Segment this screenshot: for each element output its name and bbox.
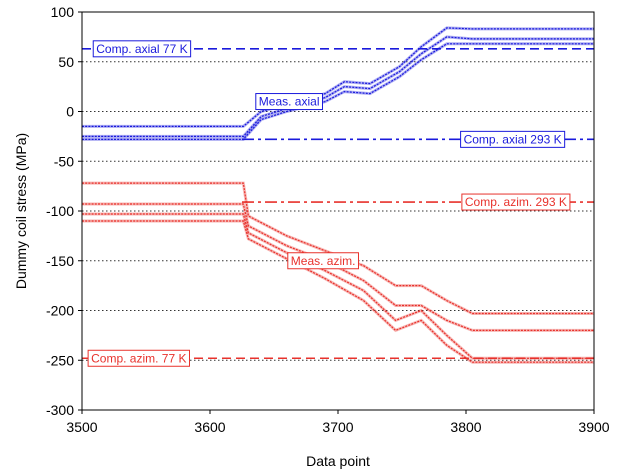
annotation-box xyxy=(460,130,566,148)
x-tick-label: 3500 xyxy=(66,419,97,435)
annotation-text: Meas. axial xyxy=(259,95,320,109)
axis-ticks: -300 -250 -200 -150 -100 -50 0 50 100 3500 3600 370… xyxy=(46,4,610,435)
annotation-label: Comp. axial 77 K xyxy=(92,40,192,58)
y-tick-label: -200 xyxy=(46,303,74,319)
axial-series-band xyxy=(82,42,594,141)
azim-series-line xyxy=(82,182,594,315)
x-tick-label: 3600 xyxy=(194,419,225,435)
y-tick-label: 50 xyxy=(58,54,74,70)
annotation-text: Comp. azim. 293 K xyxy=(465,195,567,209)
azim-series-line xyxy=(82,213,594,359)
y-tick-label: -300 xyxy=(46,402,74,418)
azim-series-line xyxy=(82,220,594,363)
x-tick-label: 3800 xyxy=(450,419,481,435)
annotation-box xyxy=(87,349,190,367)
annotation-label: Comp. azim. 77 K xyxy=(87,349,190,367)
annotation-text: Comp. axial 77 K xyxy=(96,42,187,56)
annotation-box xyxy=(255,93,324,111)
annotation-text: Comp. azim. 77 K xyxy=(91,351,186,365)
axial-series-band xyxy=(82,35,594,138)
annotation-text: Meas. azim. xyxy=(291,254,356,268)
data-series xyxy=(82,26,594,364)
x-axis-title: Data point xyxy=(306,453,370,469)
annotation-label: Comp. azim. 293 K xyxy=(461,193,571,211)
annotation-label: Meas. axial xyxy=(255,93,324,111)
gridlines xyxy=(82,61,594,361)
y-tick-label: -150 xyxy=(46,253,74,269)
annotation-label: Meas. azim. xyxy=(287,252,359,270)
y-axis-title: Dummy coil stress (MPa) xyxy=(13,133,29,289)
axial-series-line xyxy=(82,36,594,137)
azim-series-line xyxy=(82,203,594,331)
axial-series-band xyxy=(82,26,594,128)
azim-series-band xyxy=(82,212,594,360)
y-tick-label: 100 xyxy=(51,4,75,20)
x-tick-label: 3900 xyxy=(578,419,609,435)
y-tick-label: 0 xyxy=(66,104,74,120)
annotation-label: Comp. axial 293 K xyxy=(460,130,566,148)
y-tick-label: -250 xyxy=(46,352,74,368)
axial-series-line xyxy=(82,43,594,140)
annotation-text: Comp. axial 293 K xyxy=(464,132,562,146)
annotation-box xyxy=(287,252,359,270)
azim-series-band xyxy=(82,219,594,364)
azim-series-band xyxy=(82,181,594,315)
x-tick-label: 3700 xyxy=(322,419,353,435)
annotations: Comp. axial 77 K Meas. axial Comp. axial 2… xyxy=(87,40,571,367)
y-tick-label: -50 xyxy=(54,153,74,169)
azim-series-band xyxy=(82,202,594,332)
axial-series-line xyxy=(82,27,594,127)
annotation-box xyxy=(461,193,571,211)
y-tick-label: -100 xyxy=(46,203,74,219)
annotation-box xyxy=(92,40,192,58)
